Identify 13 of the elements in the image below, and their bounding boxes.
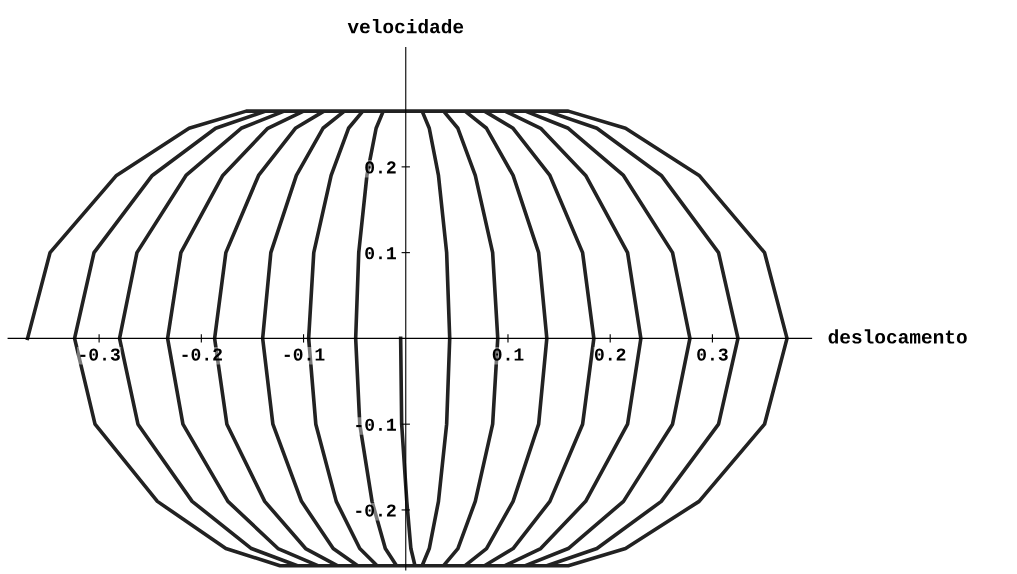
y-tick-label: -0.2	[356, 504, 396, 517]
line-series	[25, 109, 789, 568]
y-tick-label: 0.2	[365, 161, 396, 174]
x-tick-label: -0.1	[284, 348, 325, 361]
x-tick-label: -0.3	[80, 348, 120, 361]
y-tick-label: -0.1	[356, 418, 396, 431]
x-tick-label: -0.2	[182, 348, 222, 361]
y-tick-label: 0.1	[365, 247, 396, 260]
y-axis-title: velocidade	[347, 19, 464, 34]
x-tick-label: 0.3	[697, 348, 728, 361]
x-tick-label: 0.1	[492, 348, 524, 361]
x-axis-title: deslocamento	[828, 329, 967, 344]
x-tick-label: 0.2	[594, 348, 626, 361]
